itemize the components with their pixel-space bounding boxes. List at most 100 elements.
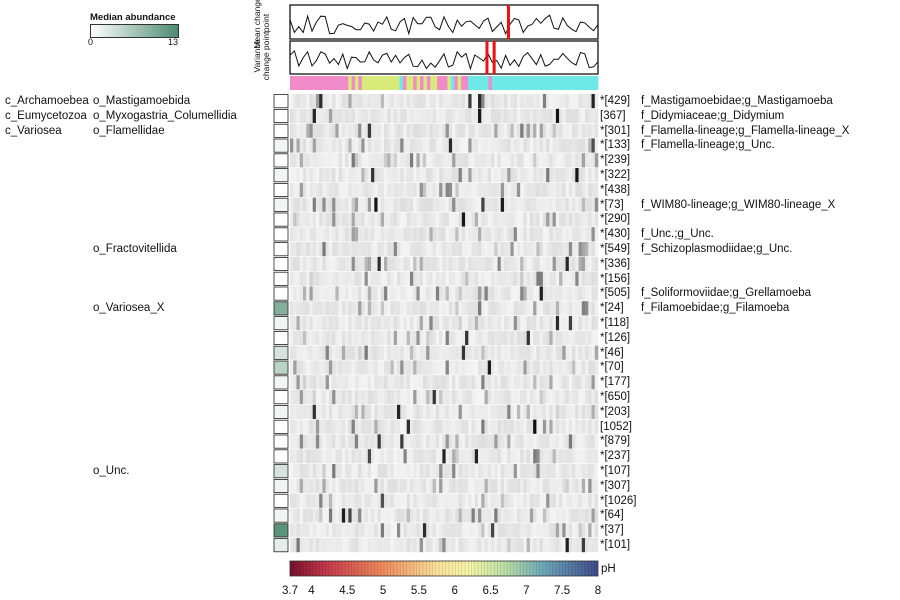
heatmap-cell <box>572 508 576 523</box>
heatmap-cell <box>387 227 391 242</box>
heatmap-cell <box>341 212 346 227</box>
heatmap-cell <box>516 508 521 523</box>
heatmap-cell <box>500 94 505 109</box>
heatmap-cell <box>338 227 343 242</box>
heatmap-cell <box>290 286 294 301</box>
heatmap-cell <box>484 375 489 390</box>
heatmap-cell <box>396 449 401 464</box>
heatmap-cell <box>302 478 307 493</box>
group-bar-cell <box>584 76 589 90</box>
heatmap-cell <box>315 94 320 109</box>
heatmap-cell <box>396 168 401 183</box>
heatmap-cell <box>497 449 502 464</box>
heatmap-cell <box>322 182 326 197</box>
heatmap-cell <box>299 330 304 345</box>
heatmap-cell <box>458 256 463 271</box>
heatmap-cell <box>354 242 359 257</box>
heatmap-cell <box>377 449 382 464</box>
heatmap-cell <box>565 242 570 257</box>
group-bar-cell <box>426 76 431 90</box>
heatmap-cell <box>302 316 307 331</box>
heatmap-cell <box>565 197 570 212</box>
group-bar-cell <box>358 76 363 90</box>
heatmap-cell <box>448 360 453 375</box>
heatmap-cell <box>348 123 352 138</box>
heatmap-cell <box>497 256 502 271</box>
heatmap-cell <box>452 286 456 301</box>
heatmap-cell <box>390 434 395 449</box>
heatmap-cell <box>384 197 388 212</box>
heatmap-cell <box>474 168 479 183</box>
heatmap-cell <box>361 464 365 479</box>
heatmap-cell <box>491 538 495 553</box>
heatmap-cell <box>309 182 313 197</box>
heatmap-cell <box>468 375 472 390</box>
heatmap-cell <box>341 538 346 553</box>
heatmap-cell <box>345 538 349 553</box>
heatmap-cell <box>325 345 330 360</box>
heatmap-cell <box>309 434 313 449</box>
heatmap-cell <box>572 330 576 345</box>
heatmap-cell <box>332 493 336 508</box>
heatmap-cell <box>526 301 531 316</box>
heatmap-cell <box>468 449 472 464</box>
heatmap-cell <box>497 478 502 493</box>
heatmap-cell <box>380 404 385 419</box>
heatmap-cell <box>546 153 550 168</box>
heatmap-cell <box>361 271 365 286</box>
group-bar-cell <box>348 76 352 90</box>
heatmap-cell <box>494 330 498 345</box>
heatmap-cell <box>409 123 414 138</box>
heatmap-cell <box>299 271 304 286</box>
heatmap-cell <box>371 419 375 434</box>
heatmap-cell <box>312 464 317 479</box>
heatmap-cell <box>396 419 401 434</box>
heatmap-cell <box>387 523 391 538</box>
heatmap-cell <box>471 153 476 168</box>
heatmap-cell <box>312 123 317 138</box>
heatmap-cell <box>575 419 579 434</box>
heatmap-cell <box>452 153 456 168</box>
heatmap-cell <box>575 138 579 153</box>
heatmap-cell <box>452 345 456 360</box>
heatmap-cell <box>432 360 437 375</box>
heatmap-cell <box>497 197 502 212</box>
heatmap-cell <box>403 375 408 390</box>
heatmap-cell <box>396 227 401 242</box>
heatmap-cell <box>471 123 476 138</box>
heatmap-cell <box>523 212 527 227</box>
heatmap-cell <box>478 493 482 508</box>
heatmap-cell <box>474 493 479 508</box>
heatmap-cell <box>465 123 469 138</box>
heatmap-cell <box>585 168 589 183</box>
group-bar-cell <box>580 76 585 90</box>
heatmap-cell <box>578 360 583 375</box>
asv-id-label: *[126] <box>600 331 631 344</box>
heatmap-cell <box>309 419 313 434</box>
heatmap-cell <box>290 94 294 109</box>
heatmap-cell <box>315 404 320 419</box>
heatmap-cell <box>542 375 547 390</box>
heatmap-cell <box>419 478 424 493</box>
heatmap-cell <box>594 227 599 242</box>
heatmap-cell <box>471 375 476 390</box>
heatmap-cell <box>432 123 437 138</box>
heatmap-cell <box>429 256 433 271</box>
heatmap-cell <box>290 182 294 197</box>
heatmap-cell <box>296 138 301 153</box>
heatmap-cell <box>581 286 586 301</box>
heatmap-cell <box>448 390 453 405</box>
heatmap-cell <box>465 508 469 523</box>
group-bar-cell <box>464 76 469 90</box>
heatmap-cell <box>426 493 430 508</box>
heatmap-cell <box>526 449 531 464</box>
heatmap-cell <box>565 168 570 183</box>
heatmap-cell <box>591 404 596 419</box>
heatmap-cell <box>510 138 514 153</box>
group-bar-cell <box>430 76 435 90</box>
heatmap-cell <box>345 493 349 508</box>
heatmap-cell <box>555 256 560 271</box>
mean-panel-line <box>289 14 599 36</box>
heatmap-cell <box>539 538 544 553</box>
heatmap-cell <box>588 123 592 138</box>
